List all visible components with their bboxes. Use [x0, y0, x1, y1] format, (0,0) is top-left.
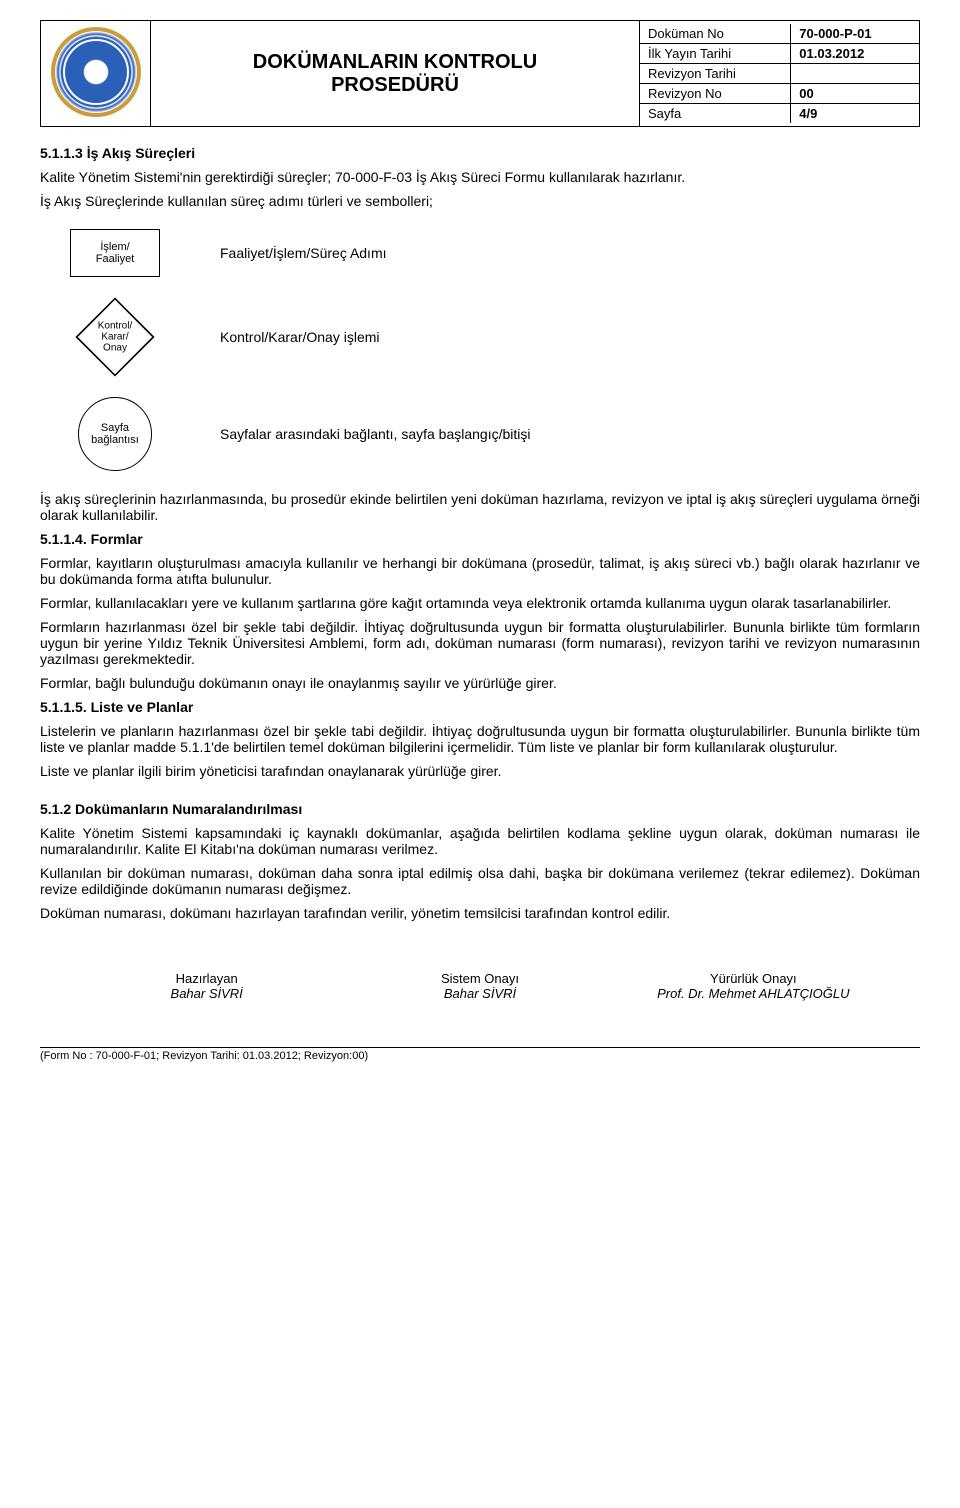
university-logo-icon	[51, 27, 141, 117]
circle-desc: Sayfalar arasındaki bağlantı, sayfa başl…	[190, 426, 531, 442]
meta-row: İlk Yayın Tarihi 01.03.2012	[640, 44, 919, 64]
para-5113-intro: Kalite Yönetim Sistemi'nin gerektirdiği …	[40, 169, 920, 185]
sig-name: Bahar SİVRİ	[70, 986, 343, 1001]
sig-role: Sistem Onayı	[343, 971, 616, 986]
meta-value: 00	[791, 84, 919, 104]
para-512-3: Doküman numarası, dokümanı hazırlayan ta…	[40, 905, 920, 921]
shapes-block: İşlem/ Faaliyet Faaliyet/İşlem/Süreç Adı…	[40, 229, 920, 471]
meta-value: 01.03.2012	[791, 44, 919, 64]
sig-role: Yürürlük Onayı	[617, 971, 890, 986]
meta-value	[791, 64, 919, 84]
sig-col-yururluk: Yürürlük Onayı Prof. Dr. Mehmet AHLATÇIO…	[617, 971, 890, 1001]
meta-value: 4/9	[791, 104, 919, 124]
sig-role: Hazırlayan	[70, 971, 343, 986]
sig-col-hazirlayan: Hazırlayan Bahar SİVRİ	[70, 971, 343, 1001]
header-table: DOKÜMANLARIN KONTROLU PROSEDÜRÜ Doküman …	[40, 20, 920, 127]
para-5114-3: Formların hazırlanması özel bir şekle ta…	[40, 619, 920, 667]
heading-5114: 5.1.1.4. Formlar	[40, 531, 920, 547]
para-5114-1: Formlar, kayıtların oluşturulması amacıy…	[40, 555, 920, 587]
heading-5113: 5.1.1.3 İş Akış Süreçleri	[40, 145, 920, 161]
page: DOKÜMANLARIN KONTROLU PROSEDÜRÜ Doküman …	[0, 0, 960, 1072]
form-note-text: (Form No : 70-000-F-01; Revizyon Tarihi:…	[40, 1050, 368, 1062]
meta-row: Revizyon Tarihi	[640, 64, 919, 84]
sig-name: Bahar SİVRİ	[343, 986, 616, 1001]
para-5113-closing: İş akış süreçlerinin hazırlanmasında, bu…	[40, 491, 920, 523]
connector-circle-icon: Sayfa bağlantısı	[78, 397, 152, 471]
para-512-1: Kalite Yönetim Sistemi kapsamındaki iç k…	[40, 825, 920, 857]
meta-label: Doküman No	[640, 24, 791, 44]
shape-col: İşlem/ Faaliyet	[40, 229, 190, 277]
content: 5.1.1.3 İş Akış Süreçleri Kalite Yönetim…	[40, 145, 920, 921]
diamond-label: Kontrol/ Karar/ Onay	[95, 321, 135, 354]
meta-cell: Doküman No 70-000-P-01 İlk Yayın Tarihi …	[640, 21, 920, 127]
doc-title-line1: DOKÜMANLARIN KONTROLU	[161, 51, 629, 74]
para-5113-legend: İş Akış Süreçlerinde kullanılan süreç ad…	[40, 193, 920, 209]
para-5115-1: Listelerin ve planların hazırlanması öze…	[40, 723, 920, 755]
rect-desc: Faaliyet/İşlem/Süreç Adımı	[190, 245, 387, 261]
meta-row: Doküman No 70-000-P-01	[640, 24, 919, 44]
shape-col: Sayfa bağlantısı	[40, 397, 190, 471]
rect-label: İşlem/ Faaliyet	[96, 241, 135, 265]
sig-name: Prof. Dr. Mehmet AHLATÇIOĞLU	[617, 986, 890, 1001]
meta-value: 70-000-P-01	[791, 24, 919, 44]
decision-diamond-icon: Kontrol/ Karar/ Onay	[75, 297, 155, 377]
diamond-desc: Kontrol/Karar/Onay işlemi	[190, 329, 380, 345]
circle-label: Sayfa bağlantısı	[91, 422, 139, 446]
shape-row-circle: Sayfa bağlantısı Sayfalar arasındaki bağ…	[40, 397, 920, 471]
form-note: (Form No : 70-000-F-01; Revizyon Tarihi:…	[40, 1041, 920, 1062]
meta-label: İlk Yayın Tarihi	[640, 44, 791, 64]
meta-table: Doküman No 70-000-P-01 İlk Yayın Tarihi …	[640, 24, 919, 123]
para-5115-2: Liste ve planlar ilgili birim yöneticisi…	[40, 763, 920, 779]
meta-row: Sayfa 4/9	[640, 104, 919, 124]
process-rect-icon: İşlem/ Faaliyet	[70, 229, 160, 277]
para-512-2: Kullanılan bir doküman numarası, doküman…	[40, 865, 920, 897]
meta-label: Revizyon Tarihi	[640, 64, 791, 84]
meta-row: Revizyon No 00	[640, 84, 919, 104]
shape-row-rect: İşlem/ Faaliyet Faaliyet/İşlem/Süreç Adı…	[40, 229, 920, 277]
meta-label: Revizyon No	[640, 84, 791, 104]
para-5114-4: Formlar, bağlı bulunduğu dokümanın onayı…	[40, 675, 920, 691]
doc-title-cell: DOKÜMANLARIN KONTROLU PROSEDÜRÜ	[151, 21, 640, 127]
doc-title-line2: PROSEDÜRÜ	[161, 74, 629, 97]
logo-cell	[41, 21, 151, 127]
divider	[40, 1047, 920, 1048]
sig-col-sistem: Sistem Onayı Bahar SİVRİ	[343, 971, 616, 1001]
meta-label: Sayfa	[640, 104, 791, 124]
heading-512: 5.1.2 Dokümanların Numaralandırılması	[40, 801, 920, 817]
para-5114-2: Formlar, kullanılacakları yere ve kullan…	[40, 595, 920, 611]
shape-col: Kontrol/ Karar/ Onay	[40, 297, 190, 377]
shape-row-diamond: Kontrol/ Karar/ Onay Kontrol/Karar/Onay …	[40, 297, 920, 377]
heading-5115: 5.1.1.5. Liste ve Planlar	[40, 699, 920, 715]
signature-block: Hazırlayan Bahar SİVRİ Sistem Onayı Baha…	[40, 971, 920, 1001]
